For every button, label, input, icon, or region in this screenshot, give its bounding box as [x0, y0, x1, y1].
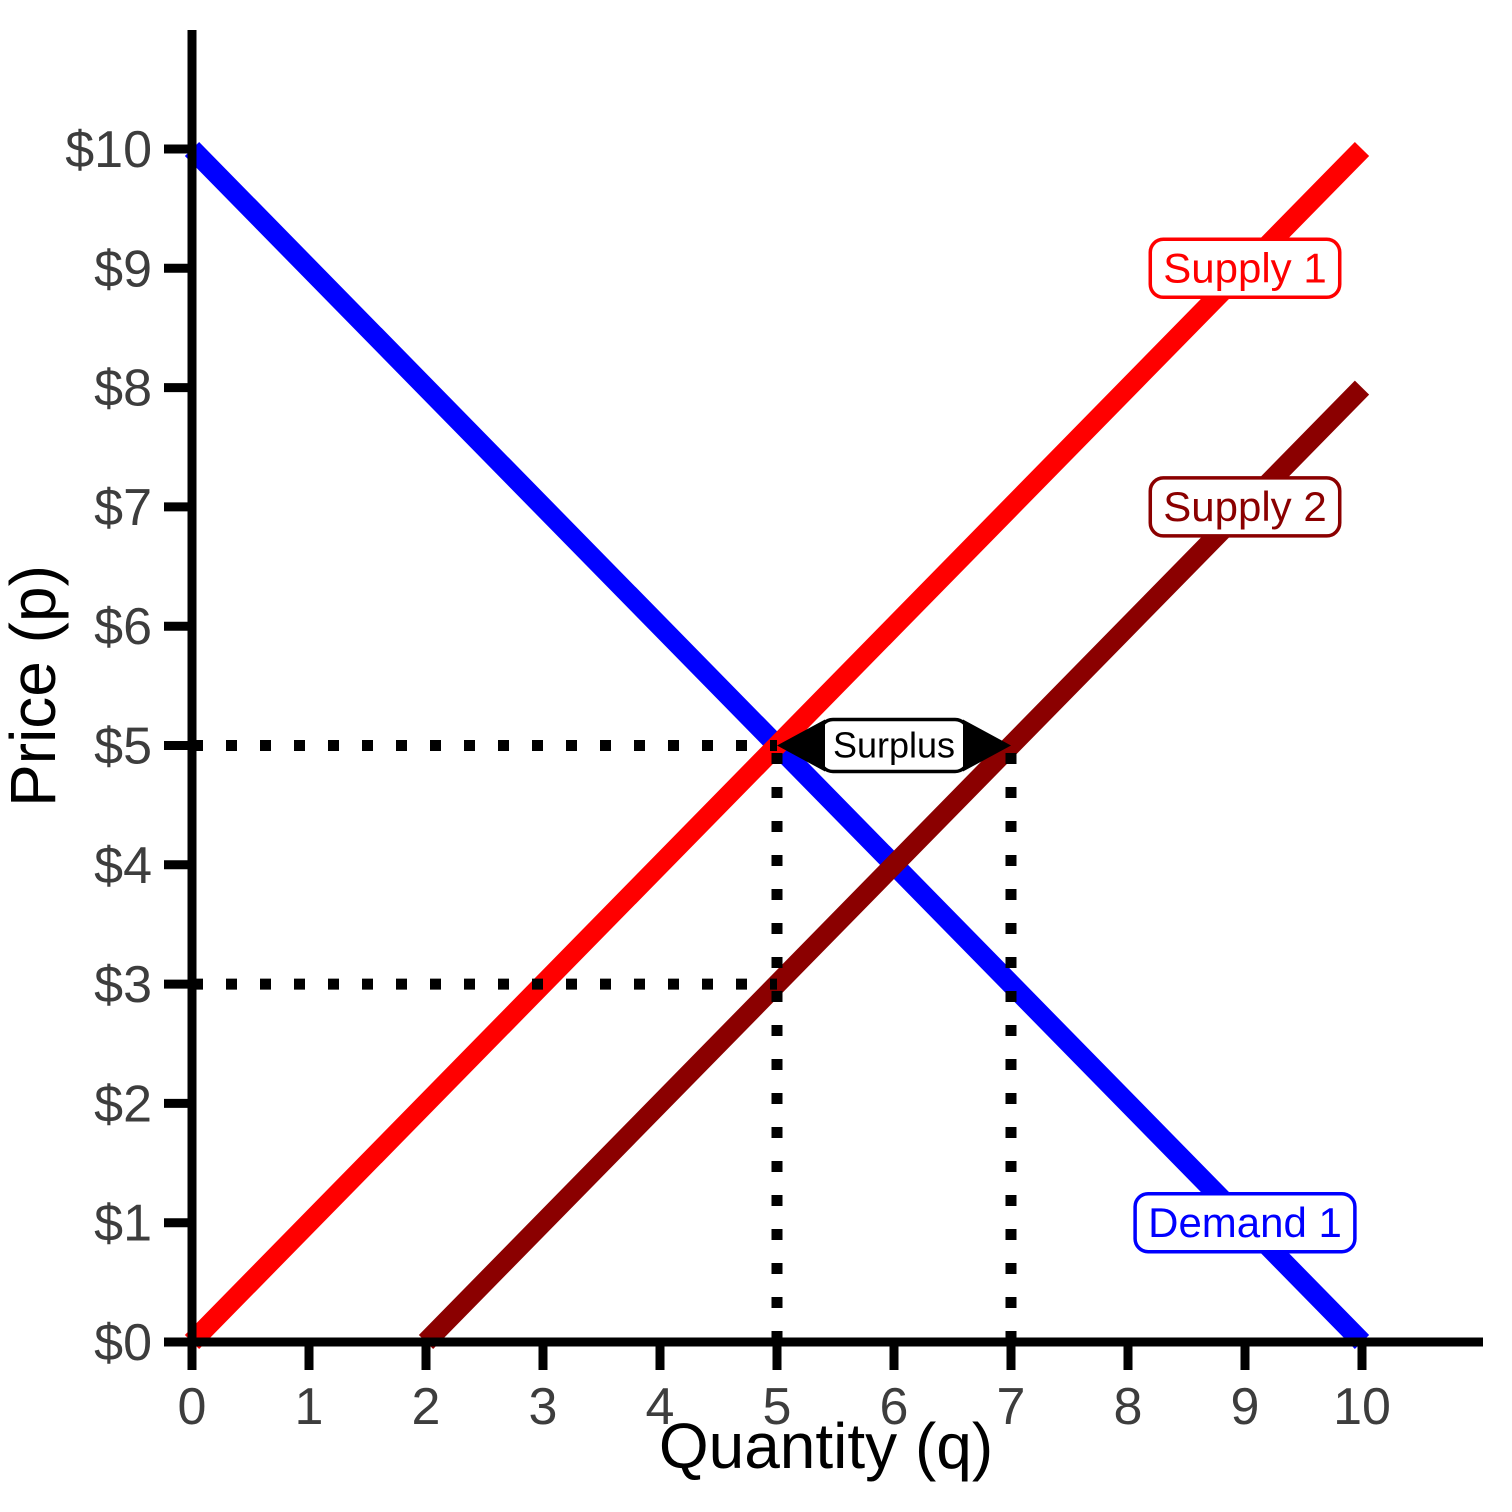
surplus-label-group: Surplus [818, 717, 970, 774]
surplus-arrow-right-head [963, 719, 1011, 772]
y-tick-label-0: $0 [94, 1314, 152, 1372]
x-tick-label-1: 1 [295, 1378, 324, 1436]
x-tick-label-7: 7 [997, 1378, 1026, 1436]
y-tick-label-9: $9 [94, 240, 152, 298]
supply-2-curve [418, 380, 1370, 1350]
y-tick-label-6: $6 [94, 598, 152, 656]
demand-1-label-text: Demand 1 [1148, 1199, 1342, 1246]
x-tick-label-0: 0 [178, 1378, 207, 1436]
y-axis-title: Price (p) [0, 565, 69, 807]
surplus-label-text: Surplus [833, 725, 955, 766]
demand-1-label-group: Demand 1 [1133, 1191, 1357, 1254]
supply-2-label-text: Supply 2 [1163, 483, 1326, 530]
y-tick-label-10: $10 [65, 121, 152, 179]
supply-2-label-box [1148, 476, 1342, 538]
y-tick-label-3: $3 [94, 956, 152, 1014]
y-tick-label-2: $2 [94, 1075, 152, 1133]
x-tick-label-8: 8 [1114, 1378, 1143, 1436]
x-tick-label-3: 3 [529, 1378, 558, 1436]
demand-1-label-box [1133, 1191, 1357, 1254]
supply-1-label-group: Supply 1 [1148, 237, 1342, 300]
surplus-arrow-left-head [777, 719, 825, 772]
x-tick-label-6: 6 [880, 1378, 909, 1436]
x-tick-label-2: 2 [412, 1378, 441, 1436]
y-tick-label-7: $7 [94, 479, 152, 537]
chart-render-root: 0 1 2 3 4 5 6 7 8 9 10 $0 $1 $2 $3 $4 $5 $6 $7 $8 $9 $10 Deman… [65, 30, 1483, 1436]
x-tick-label-9: 9 [1231, 1378, 1260, 1436]
y-tick-label-1: $1 [94, 1195, 152, 1253]
y-tick-label-4: $4 [94, 837, 152, 895]
supply-2-label-group: Supply 2 [1148, 476, 1342, 538]
supply-1-label-box [1148, 237, 1342, 300]
x-tick-label-4: 4 [646, 1378, 675, 1436]
x-tick-label-10: 10 [1333, 1378, 1391, 1436]
x-tick-label-5: 5 [763, 1378, 792, 1436]
x-axis-title: Quantity (q) [659, 1410, 993, 1482]
y-tick-label-8: $8 [94, 360, 152, 418]
y-tick-label-5: $5 [94, 718, 152, 776]
supply-1-label-text: Supply 1 [1163, 245, 1326, 292]
